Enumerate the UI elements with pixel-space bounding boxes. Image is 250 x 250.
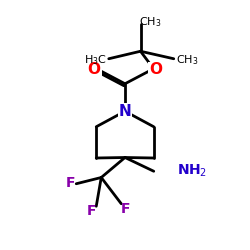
Text: O: O: [88, 62, 101, 78]
Text: F: F: [87, 204, 97, 218]
Text: O: O: [149, 62, 162, 78]
Text: H$_3$C: H$_3$C: [84, 53, 106, 67]
Text: CH$_3$: CH$_3$: [176, 53, 199, 67]
Text: NH$_2$: NH$_2$: [177, 163, 207, 180]
Text: CH$_3$: CH$_3$: [139, 16, 161, 30]
Text: F: F: [121, 202, 130, 216]
Text: F: F: [66, 176, 76, 190]
Text: N: N: [119, 104, 132, 119]
